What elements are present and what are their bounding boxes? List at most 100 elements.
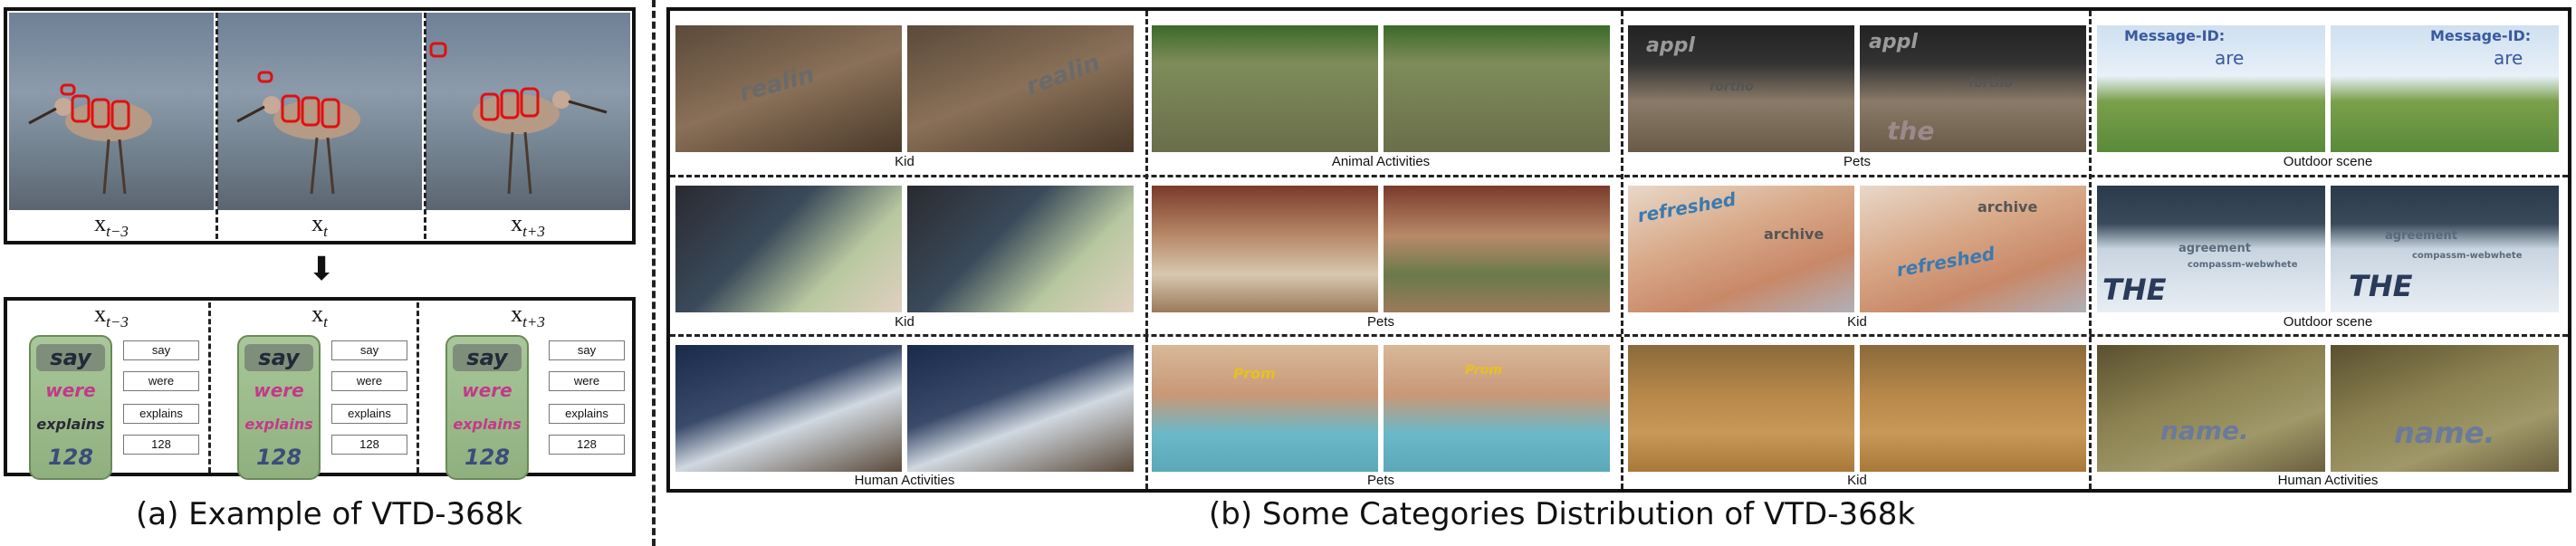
- overlay-word: compassm-webwhete: [2188, 260, 2298, 270]
- crop-word: say: [453, 344, 522, 371]
- category-label: Outdoor scene: [2283, 314, 2373, 330]
- overlay-word: refreshed: [1894, 242, 1997, 282]
- photo-toddlers-floor: [1628, 345, 1854, 472]
- photo-baby-carseat: [907, 186, 1134, 312]
- panel-a-caption: (a) Example of VTD-368k: [136, 496, 523, 532]
- crop-word: explains: [453, 416, 522, 433]
- overlay-word: Message-ID:: [2430, 27, 2532, 44]
- crop-word: explains: [244, 416, 313, 433]
- category-label: Kid: [895, 314, 915, 330]
- text-crop-stack: say were explains 128: [445, 335, 529, 480]
- divider: [424, 13, 426, 239]
- category-label: Kid: [1847, 473, 1867, 488]
- bird-frame-t-plus-3: [426, 13, 630, 210]
- category-label: Outdoor scene: [2283, 154, 2373, 169]
- overlay-word: agreement: [2179, 242, 2251, 255]
- crop-word: 128: [464, 445, 511, 470]
- overlay-word: compassm-webwhete: [2412, 251, 2523, 261]
- photo-field-rider: Message-ID: are: [2097, 25, 2325, 152]
- word-label: were: [549, 371, 625, 391]
- panel-b-caption: (b) Some Categories Distribution of VTD-…: [1209, 496, 1916, 532]
- overlay-word: name.: [2160, 416, 2249, 445]
- overlay-word: appl: [1869, 31, 1918, 53]
- frame-label-t-minus-3: xt−3: [94, 210, 129, 241]
- overlay-word: fortho: [1709, 80, 1754, 94]
- overlay-word: name.: [2394, 416, 2495, 450]
- down-arrow-icon: ⬇: [308, 251, 336, 288]
- crop-word: 128: [255, 445, 302, 470]
- crop-word: say: [244, 344, 313, 371]
- crop-word: 128: [47, 445, 94, 470]
- category-label: Human Activities: [2277, 473, 2379, 488]
- photo-baby-face: refreshed archive: [1628, 186, 1854, 312]
- photo-puppy-carpet: appl fortho: [1628, 25, 1854, 152]
- photo-kid-crawling: realin: [907, 25, 1134, 152]
- crop-word: say: [36, 344, 105, 371]
- overlay-word: are: [2494, 47, 2523, 69]
- overlay-word: are: [2215, 47, 2245, 69]
- text-crop-stack: say were explains 128: [237, 335, 321, 480]
- text-crop-stack: say were explains 128: [29, 335, 112, 480]
- divider: [417, 302, 419, 473]
- word-label: 128: [549, 435, 625, 455]
- frame-label-t: xt: [311, 210, 328, 241]
- overlay-word: THE: [2349, 269, 2413, 303]
- bird-sketch: [429, 42, 608, 195]
- divider: [670, 334, 2568, 337]
- overlay-word: THE: [2102, 273, 2167, 307]
- category-label: Pets: [1843, 154, 1871, 169]
- overlay-word: fortho: [1968, 76, 2013, 91]
- overlay-word: Prom: [1465, 363, 1502, 378]
- category-label: Human Activities: [854, 473, 955, 488]
- word-label: were: [123, 371, 199, 391]
- crop-label-t-plus-3: xt+3: [511, 301, 545, 331]
- category-label: Kid: [1847, 314, 1867, 330]
- word-label: were: [331, 371, 407, 391]
- overlay-word: appl: [1646, 34, 1695, 57]
- divider: [1145, 11, 1148, 489]
- photo-baby-face: archive refreshed: [1860, 186, 2086, 312]
- crop-word: were: [45, 379, 96, 401]
- crop-word: were: [462, 379, 512, 401]
- photo-snow-slope: agreement compassm-webwhete THE: [2331, 186, 2559, 312]
- category-label: Pets: [1366, 314, 1394, 330]
- crop-label-t-minus-3: xt−3: [94, 301, 129, 331]
- photo-dirt-ground: name.: [2331, 345, 2559, 472]
- panel-separator: [652, 0, 656, 546]
- bird-frame-t-minus-3: [9, 13, 214, 210]
- crop-word: explains: [36, 416, 105, 433]
- divider: [670, 175, 2568, 177]
- photo-dog-blue-mat: Prom: [1152, 345, 1378, 472]
- overlay-word: the: [1887, 116, 1935, 146]
- overlay-word: refreshed: [1635, 187, 1738, 227]
- photo-snow-slope: agreement compassm-webwhete THE: [2097, 186, 2325, 312]
- overlay-word: realin: [736, 61, 818, 108]
- panel-a-top-frame: [4, 7, 636, 244]
- panel-a-bottom-frame: [4, 297, 636, 476]
- photo-husky-apple: [1384, 186, 1610, 312]
- photo-dog-water: [1152, 25, 1378, 152]
- overlay-word: agreement: [2385, 229, 2457, 243]
- photo-dirt-ground: name.: [2097, 345, 2325, 472]
- word-label: 128: [331, 435, 407, 455]
- category-label: Pets: [1366, 473, 1394, 488]
- frame-label-t-plus-3: xt+3: [511, 210, 545, 241]
- photo-toddlers-floor: [1860, 345, 2086, 472]
- overlay-word: archive: [1977, 198, 2038, 216]
- word-label: say: [331, 340, 407, 360]
- photo-dog-water: [1384, 25, 1610, 152]
- divider: [1621, 11, 1623, 489]
- category-label: Animal Activities: [1331, 154, 1431, 169]
- overlay-word: Prom: [1233, 365, 1276, 382]
- bird-sketch: [28, 83, 152, 195]
- word-label: explains: [331, 404, 407, 424]
- word-label: 128: [123, 435, 199, 455]
- crop-word: were: [254, 379, 304, 401]
- photo-field-rider: Message-ID: are: [2331, 25, 2559, 152]
- bird-sketch: [236, 71, 360, 195]
- word-label: explains: [549, 404, 625, 424]
- photo-snowy-people: [907, 345, 1134, 472]
- photo-snowy-people: [675, 345, 902, 472]
- overlay-word: Message-ID:: [2124, 27, 2226, 44]
- photo-puppy-carpet: appl fortho the: [1860, 25, 2086, 152]
